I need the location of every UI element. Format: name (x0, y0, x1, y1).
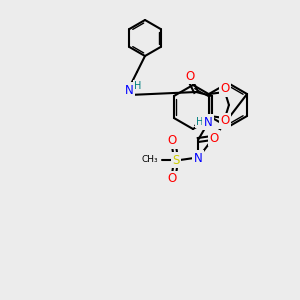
Text: O: O (167, 172, 177, 185)
Text: O: O (167, 134, 177, 148)
Text: N: N (194, 152, 203, 164)
Text: H: H (134, 81, 142, 91)
Text: CH₃: CH₃ (141, 155, 158, 164)
Text: H: H (196, 117, 204, 127)
Text: S: S (172, 154, 180, 166)
Text: O: O (220, 115, 230, 128)
Text: O: O (185, 70, 195, 83)
Text: O: O (209, 131, 219, 145)
Text: O: O (220, 82, 230, 95)
Text: N: N (204, 116, 212, 128)
Text: N: N (124, 83, 134, 97)
